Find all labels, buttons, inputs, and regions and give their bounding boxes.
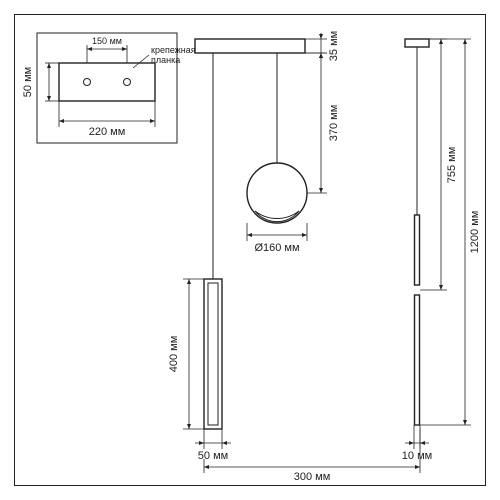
dim-tube-w: 50 мм <box>195 429 231 462</box>
dim-tube-h: 400 мм <box>168 279 204 429</box>
dim-canopy-h: 35 мм <box>305 31 340 61</box>
canopy-h-label: 35 мм <box>328 31 340 61</box>
right-stick <box>405 39 429 425</box>
stick-total-label: 1200 мм <box>469 211 481 254</box>
dim-sphere-drop: 370 мм <box>305 53 340 193</box>
total-w-label: 300 мм <box>294 471 331 483</box>
inset-group: 150 мм 220 мм 50 мм крепежная планка <box>22 33 196 143</box>
inset-width-label: 220 мм <box>89 126 126 138</box>
dim-stick-w: 10 мм <box>402 425 432 462</box>
dim-total-w: 300 мм <box>204 429 420 483</box>
drawing-frame: 150 мм 220 мм 50 мм крепежная планка <box>14 14 486 486</box>
inset-caption-1: крепежная <box>151 45 196 55</box>
sphere-pendant <box>247 53 307 223</box>
tube-h-label: 400 мм <box>168 336 180 373</box>
tube-w-label: 50 мм <box>198 450 228 462</box>
stick-upper-label: 755 мм <box>446 147 458 184</box>
inset-height-label: 50 мм <box>22 67 34 97</box>
dim-stick-upper: 755 мм <box>420 39 458 290</box>
inset-top-label: 150 мм <box>92 36 122 46</box>
stick-w-label: 10 мм <box>402 450 432 462</box>
dim-sphere-dia: Ø160 мм <box>247 223 307 254</box>
sphere-dia-label: Ø160 мм <box>254 242 299 254</box>
drawing-svg: 150 мм 220 мм 50 мм крепежная планка <box>15 15 485 485</box>
dim-stick-total: 1200 мм <box>420 39 481 425</box>
sphere-drop-label: 370 мм <box>328 105 340 142</box>
inset-caption-2: планка <box>151 55 180 65</box>
